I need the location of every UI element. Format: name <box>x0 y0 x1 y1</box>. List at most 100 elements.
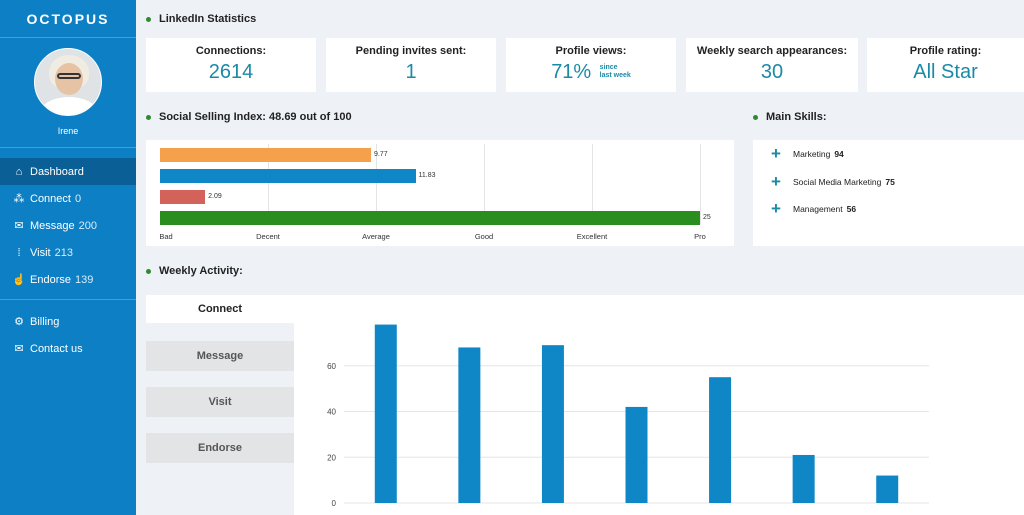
ssi-axis-label: Excellent <box>576 232 608 241</box>
sidebar-item-label: Endorse <box>30 273 71 286</box>
sidebar-item-count: 213 <box>54 246 73 259</box>
stat-value: 2614 <box>208 61 254 83</box>
sidebar-item-contact[interactable]: ✉ Contact us <box>0 335 136 362</box>
skill-item: + Marketing 94 <box>771 144 844 163</box>
share-icon: ⁂ <box>13 193 25 205</box>
ssi-bar <box>160 190 206 204</box>
chart-bar <box>792 454 815 503</box>
avatar[interactable] <box>34 48 102 116</box>
sidebar-item-label: Message <box>30 219 75 232</box>
chart-bar <box>458 347 481 503</box>
ssi-bar <box>160 148 372 162</box>
home-icon: ⌂ <box>15 165 23 178</box>
sidebar-item-connect[interactable]: ⁂ Connect 0 <box>0 185 136 212</box>
ssi-gridline <box>592 144 593 224</box>
app-logo[interactable]: OCTOPUS <box>0 0 136 38</box>
sidebar-item-count: 0 <box>74 192 82 205</box>
stat-subtext: since last week <box>599 64 631 79</box>
chart-bar <box>876 475 899 503</box>
ssi-axis-label: Average <box>362 232 390 241</box>
stat-value: All Star <box>913 61 978 83</box>
plus-icon[interactable]: + <box>771 144 781 163</box>
weekly-activity-chart: 0 20 40 60 <box>294 322 1024 515</box>
tab-message[interactable]: Message <box>146 341 294 371</box>
sidebar-item-count: 200 <box>78 219 97 232</box>
footprints-icon: ⁞ <box>17 246 21 259</box>
plus-icon[interactable]: + <box>771 172 781 191</box>
y-tick-label: 0 <box>332 499 337 508</box>
ssi-bar <box>160 211 700 225</box>
stat-value: 71% <box>551 61 592 83</box>
ssi-gridline <box>268 144 269 224</box>
ssi-bar-value: 9.77 <box>374 151 388 158</box>
sidebar-item-label: Connect <box>30 192 71 205</box>
sidebar-item-endorse[interactable]: ☝ Endorse 139 <box>0 266 136 293</box>
chart-bar <box>709 377 732 503</box>
chart-bar <box>625 406 648 503</box>
user-thumb-icon: ☝ <box>12 274 26 286</box>
ssi-bar-value: 2.09 <box>208 193 222 200</box>
weekly-chart-svg: 0 20 40 60 <box>327 324 929 508</box>
ssi-gridline <box>484 144 485 224</box>
gears-icon: ⚙ <box>14 316 24 328</box>
plus-icon[interactable]: + <box>771 199 781 218</box>
ssi-gridline <box>700 144 701 224</box>
section-title-stats: LinkedIn Statistics <box>146 13 256 25</box>
chart-bar <box>374 324 397 503</box>
stat-label: Profile rating: <box>909 45 982 57</box>
stat-card-search-appearances: Weekly search appearances: 30 <box>686 38 858 92</box>
y-tick-label: 20 <box>327 453 336 462</box>
chart-bar <box>541 345 564 503</box>
stat-card-profile-views: Profile views: 71% since last week <box>506 38 676 92</box>
skill-item: + Social Media Marketing 75 <box>771 172 895 191</box>
sidebar: OCTOPUS Irene ⌂ Dashboard ⁂ Connect 0 ✉ … <box>0 0 136 515</box>
ssi-axis-label: Bad <box>159 232 173 241</box>
sidebar-item-billing[interactable]: ⚙ Billing <box>0 308 136 335</box>
ssi-bar <box>160 169 416 183</box>
user-name: Irene <box>57 126 79 136</box>
stat-card-pending-invites: Pending invites sent: 1 <box>326 38 496 92</box>
stat-label: Pending invites sent: <box>355 45 467 57</box>
sidebar-item-dashboard[interactable]: ⌂ Dashboard <box>0 158 136 185</box>
sidebar-item-label: Billing <box>30 315 60 328</box>
ssi-bar-value: 11.83 <box>418 172 436 179</box>
bullet-icon <box>753 114 758 120</box>
sidebar-nav: ⌂ Dashboard ⁂ Connect 0 ✉ Message 200 ⁞ … <box>0 148 136 362</box>
y-tick-label: 40 <box>327 408 336 417</box>
stat-label: Connections: <box>195 45 267 57</box>
bullet-icon <box>146 16 151 22</box>
section-title-skills: Main Skills: <box>753 111 827 123</box>
stat-value: 30 <box>760 61 784 83</box>
bullet-icon <box>146 268 151 274</box>
sidebar-item-visit[interactable]: ⁞ Visit 213 <box>0 239 136 266</box>
bullet-icon <box>146 114 151 120</box>
skills-panel: + Marketing 94 + Social Media Marketing … <box>753 140 1024 246</box>
stat-card-profile-rating: Profile rating: All Star <box>867 38 1024 92</box>
ssi-chart: Bad Decent Average Good Excellent Pro 9.77 11.8… <box>146 140 734 246</box>
section-title-weekly: Weekly Activity: <box>146 265 243 277</box>
stat-card-connections: Connections: 2614 <box>146 38 316 92</box>
section-title-ssi: Social Selling Index: 48.69 out of 100 <box>146 111 352 123</box>
tab-connect[interactable]: Connect <box>146 295 294 323</box>
skill-item: + Management 56 <box>771 199 857 218</box>
envelope-icon: ✉ <box>14 220 24 232</box>
ssi-axis-label: Decent <box>256 232 280 241</box>
ssi-axis-label: Good <box>474 232 494 241</box>
ssi-axis-label: Pro <box>694 232 706 241</box>
sidebar-item-count: 139 <box>74 273 94 286</box>
divider <box>0 299 136 300</box>
user-profile: Irene <box>0 38 136 148</box>
stat-label: Weekly search appearances: <box>696 45 848 57</box>
tab-visit[interactable]: Visit <box>146 387 294 417</box>
stat-label: Profile views: <box>555 45 627 57</box>
sidebar-item-message[interactable]: ✉ Message 200 <box>0 212 136 239</box>
ssi-gridline <box>376 144 377 224</box>
sidebar-item-label: Visit <box>30 246 51 259</box>
sidebar-item-label: Dashboard <box>30 165 84 178</box>
sidebar-item-label: Contact us <box>30 342 83 355</box>
envelope-icon: ✉ <box>14 343 24 355</box>
y-tick-label: 60 <box>327 362 336 371</box>
ssi-bar-value: 25 <box>703 214 711 221</box>
tab-endorse[interactable]: Endorse <box>146 433 294 463</box>
stat-value: 1 <box>405 61 417 83</box>
